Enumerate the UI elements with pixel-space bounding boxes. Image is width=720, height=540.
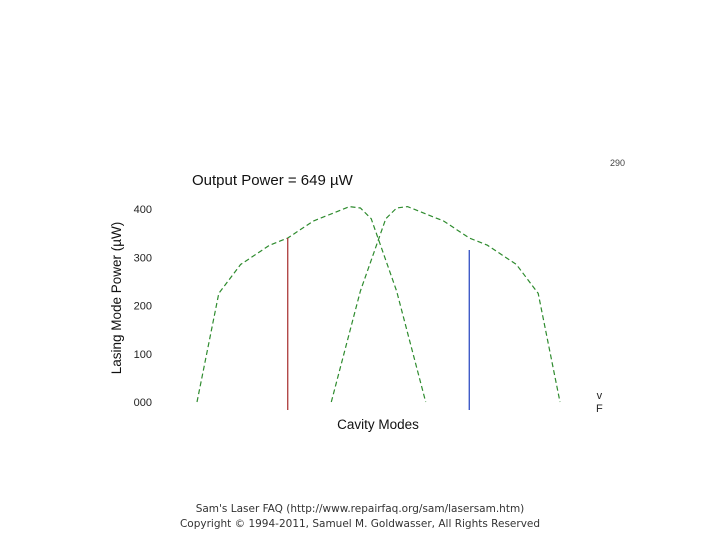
credit-footer: Sam's Laser FAQ (http://www.repairfaq.or…	[0, 502, 720, 532]
credit-line-1: Sam's Laser FAQ (http://www.repairfaq.or…	[195, 503, 525, 515]
mode-curve-2	[330, 205, 561, 403]
side-label-bottom: F	[596, 403, 603, 415]
y-tick-label: 300	[134, 252, 152, 264]
credit-line-2: Copyright © 1994-2011, Samuel M. Goldwas…	[179, 518, 541, 530]
corner-number: 290	[610, 158, 626, 168]
x-axis-label: Cavity Modes	[337, 417, 419, 432]
side-label-top: v	[596, 390, 603, 402]
side-label: v F	[596, 390, 603, 416]
y-tick-label: 000	[134, 397, 152, 409]
mode-curve-1	[196, 205, 427, 403]
mode-markers	[287, 237, 470, 410]
y-tick-label: 400	[134, 204, 152, 216]
y-tick-labels: 000 100 200 300 400	[134, 204, 152, 409]
y-axis-label: Lasing Mode Power (µW)	[109, 222, 124, 375]
y-tick-label: 100	[134, 349, 152, 361]
y-tick-label: 200	[134, 301, 152, 313]
chart-title: Output Power = 649 µW	[192, 172, 354, 189]
mode-curves	[196, 205, 561, 403]
